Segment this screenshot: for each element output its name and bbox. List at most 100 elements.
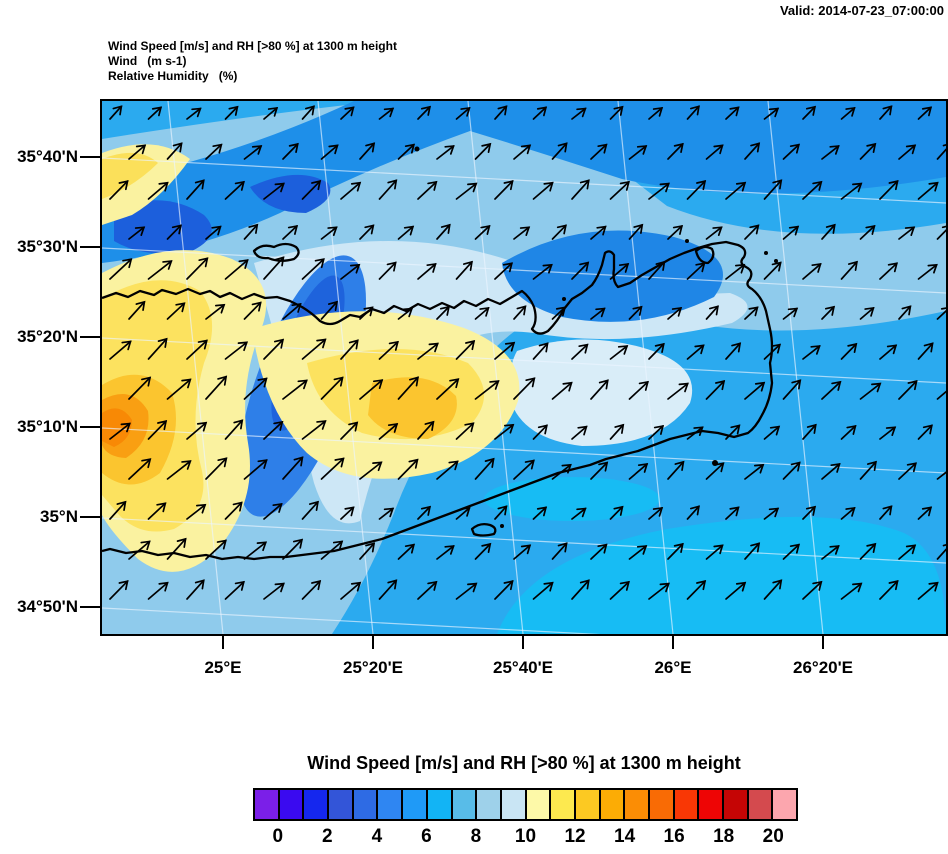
wind-arrow bbox=[166, 537, 187, 560]
wind-arrow bbox=[609, 580, 630, 600]
wind-arrow bbox=[397, 543, 416, 560]
wind-arrow bbox=[494, 105, 508, 120]
wind-arrow bbox=[705, 144, 724, 160]
legend-cell bbox=[255, 790, 280, 819]
wind-arrow bbox=[128, 226, 146, 240]
wind-units-line: Wind (m s-1) bbox=[108, 54, 187, 68]
wind-arrow bbox=[474, 224, 491, 240]
wind-arrow bbox=[840, 106, 856, 120]
wind-arrow bbox=[474, 306, 490, 320]
wind-arrow bbox=[474, 542, 492, 560]
wind-arrow bbox=[436, 223, 451, 240]
wind-arrow bbox=[359, 379, 384, 400]
valid-time-label: Valid: 2014-07-23_07:00:00 bbox=[779, 3, 944, 18]
lat-label: 35°30'N bbox=[17, 237, 78, 256]
wind-arrow bbox=[667, 382, 689, 400]
wind-arrow bbox=[898, 305, 912, 320]
wind-arrow bbox=[417, 342, 439, 360]
wind-arrow bbox=[147, 581, 169, 600]
wind-arrow bbox=[378, 507, 395, 520]
wind-arrow bbox=[263, 106, 279, 120]
legend-cell bbox=[551, 790, 576, 819]
wind-arrow bbox=[667, 460, 685, 480]
wind-arrow bbox=[301, 500, 319, 520]
wind-arrow bbox=[417, 263, 437, 280]
wind-arrow bbox=[243, 377, 268, 400]
wind-arrow bbox=[455, 182, 478, 200]
wind-arrow bbox=[917, 581, 939, 600]
wind-arrow bbox=[282, 379, 308, 400]
wind-arrow bbox=[340, 421, 359, 440]
legend-tick-value: 20 bbox=[762, 826, 784, 847]
wind-arrow bbox=[609, 180, 630, 200]
wind-arrow bbox=[243, 459, 268, 480]
wind-arrow bbox=[782, 461, 801, 480]
wind-arrow bbox=[166, 460, 192, 480]
wind-arrow bbox=[378, 423, 399, 440]
legend-tick-value: 4 bbox=[371, 826, 383, 847]
legend-cell bbox=[378, 790, 404, 819]
wind-arrow bbox=[417, 180, 438, 200]
crete-coastline bbox=[252, 242, 300, 262]
plot-title-line: Wind Speed [m/s] and RH [>80 %] at 1300 … bbox=[108, 39, 397, 53]
legend-tick-value: 10 bbox=[514, 826, 537, 847]
wind-arrow bbox=[763, 343, 782, 360]
legend-tick-value: 8 bbox=[470, 826, 482, 847]
graticule-parallel bbox=[102, 427, 946, 474]
wind-arrow bbox=[532, 506, 548, 520]
wind-arrow bbox=[821, 380, 842, 400]
wind-arrow bbox=[263, 420, 284, 440]
wind-arrow bbox=[667, 306, 683, 320]
light-blue-swath bbox=[102, 101, 946, 634]
wind-arrow bbox=[282, 303, 302, 320]
dark-blue-band-nw bbox=[102, 101, 946, 263]
wind-arrow bbox=[513, 377, 536, 400]
wind-arrow bbox=[840, 260, 858, 280]
wind-arrow bbox=[667, 542, 684, 560]
wind-arrow bbox=[359, 542, 376, 560]
wind-arrow bbox=[128, 540, 151, 560]
wind-arrow bbox=[917, 263, 938, 280]
wind-arrow bbox=[821, 305, 836, 320]
wind-arrow bbox=[359, 461, 383, 480]
wind-arrow bbox=[455, 506, 471, 520]
wind-arrow bbox=[840, 424, 857, 440]
wind-arrow bbox=[109, 258, 133, 280]
islet-dot bbox=[414, 146, 420, 152]
lon-label: 25°40'E bbox=[493, 658, 553, 677]
wind-arrow bbox=[936, 142, 946, 160]
wind-arrow bbox=[763, 579, 783, 600]
wind-arrow bbox=[301, 258, 325, 280]
wind-arrow bbox=[725, 506, 740, 520]
wind-arrow bbox=[263, 338, 285, 360]
legend-cell bbox=[304, 790, 330, 819]
lat-tick bbox=[80, 156, 100, 158]
lat-label: 35°40'N bbox=[17, 147, 78, 166]
wind-arrow bbox=[397, 225, 415, 240]
wind-arrow bbox=[917, 424, 933, 440]
wind-arrow bbox=[879, 344, 898, 360]
wind-arrow bbox=[571, 179, 590, 200]
graticule-parallel bbox=[102, 607, 601, 634]
bright-cyan-mid bbox=[484, 477, 660, 521]
wind-arrow bbox=[879, 262, 898, 280]
lon-tick bbox=[372, 635, 374, 649]
wind-arrow bbox=[417, 505, 432, 520]
wind-arrow bbox=[705, 462, 725, 480]
wind-arrow bbox=[320, 300, 338, 320]
wind-arrow bbox=[397, 143, 416, 160]
wind-arrow bbox=[898, 226, 916, 240]
wind-arrow bbox=[840, 342, 858, 360]
wind-arrow bbox=[455, 582, 478, 600]
wind-arrow bbox=[301, 105, 315, 120]
wind-arrow bbox=[628, 223, 644, 240]
wind-arrow bbox=[378, 340, 399, 360]
wind-arrow bbox=[686, 105, 700, 120]
wind-arrow bbox=[821, 463, 841, 480]
wind-arrow bbox=[378, 261, 397, 280]
deep-orange-west bbox=[102, 408, 132, 447]
legend-tick-labels: 0 2 4 6 8 10 12 14 16 18 20 bbox=[253, 826, 798, 850]
wind-arrow bbox=[205, 303, 226, 320]
wind-arrow bbox=[859, 224, 876, 240]
